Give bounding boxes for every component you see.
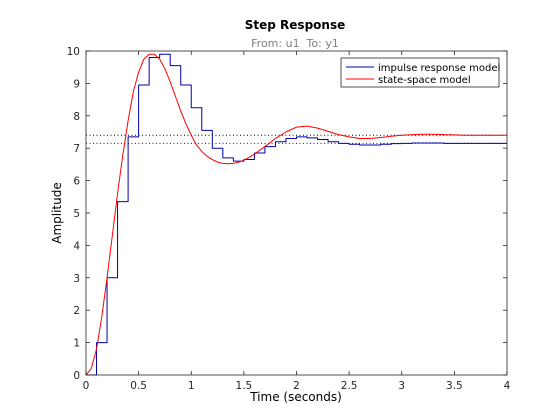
y-axis-label: Amplitude xyxy=(50,182,64,244)
legend: impulse response model state-space model xyxy=(341,58,500,87)
x-tick-label: 0.5 xyxy=(130,380,147,392)
y-tick-label: 4 xyxy=(73,240,80,252)
x-tick-label: 1 xyxy=(188,380,195,392)
x-tick-label: 2.5 xyxy=(341,380,358,392)
y-tick-label: 0 xyxy=(73,370,80,382)
chart-title: Step Response xyxy=(245,18,345,32)
y-tick-label: 1 xyxy=(73,338,80,350)
legend-label-state-space-model: state-space model xyxy=(378,75,471,86)
y-tick-label: 2 xyxy=(73,305,80,317)
y-tick-label: 6 xyxy=(73,176,80,188)
y-tick-label: 8 xyxy=(73,111,80,123)
x-tick-label: 4 xyxy=(504,380,511,392)
y-tick-label: 3 xyxy=(73,273,80,285)
axes-background xyxy=(86,51,507,375)
legend-label-impulse-response-model: impulse response model xyxy=(378,63,500,74)
x-tick-label: 3 xyxy=(398,380,405,392)
x-tick-label: 0 xyxy=(83,380,90,392)
x-axis-label: Time (seconds) xyxy=(249,390,342,404)
chart-subtitle: From: u1 To: y1 xyxy=(251,37,339,50)
x-tick-label: 3.5 xyxy=(446,380,463,392)
y-tick-label: 10 xyxy=(67,46,80,58)
y-tick-label: 5 xyxy=(73,208,80,220)
y-tick-label: 7 xyxy=(73,143,80,155)
y-tick-label: 9 xyxy=(73,78,80,90)
